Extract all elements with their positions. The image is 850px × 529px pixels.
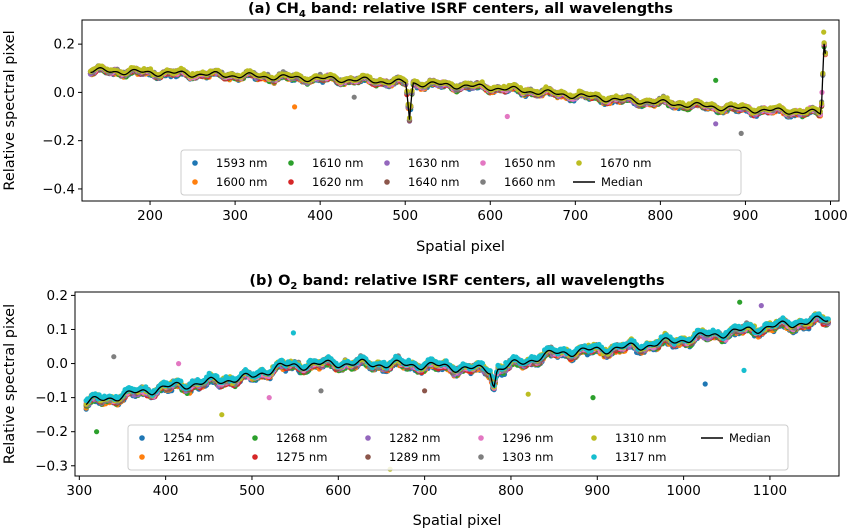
chart-title: (a) CH4 band: relative ISRF centers, all…	[248, 1, 673, 20]
chart-title-rest: band: relative ISRF centers, all wavelen…	[306, 1, 673, 17]
data-point	[403, 79, 409, 85]
data-points	[87, 29, 829, 136]
chart-title-subscript: 4	[299, 9, 306, 20]
chart-title-main: (a) CH	[248, 1, 299, 17]
chart-panel-a: (a) CH4 band: relative ISRF centers, all…	[2, 1, 848, 255]
